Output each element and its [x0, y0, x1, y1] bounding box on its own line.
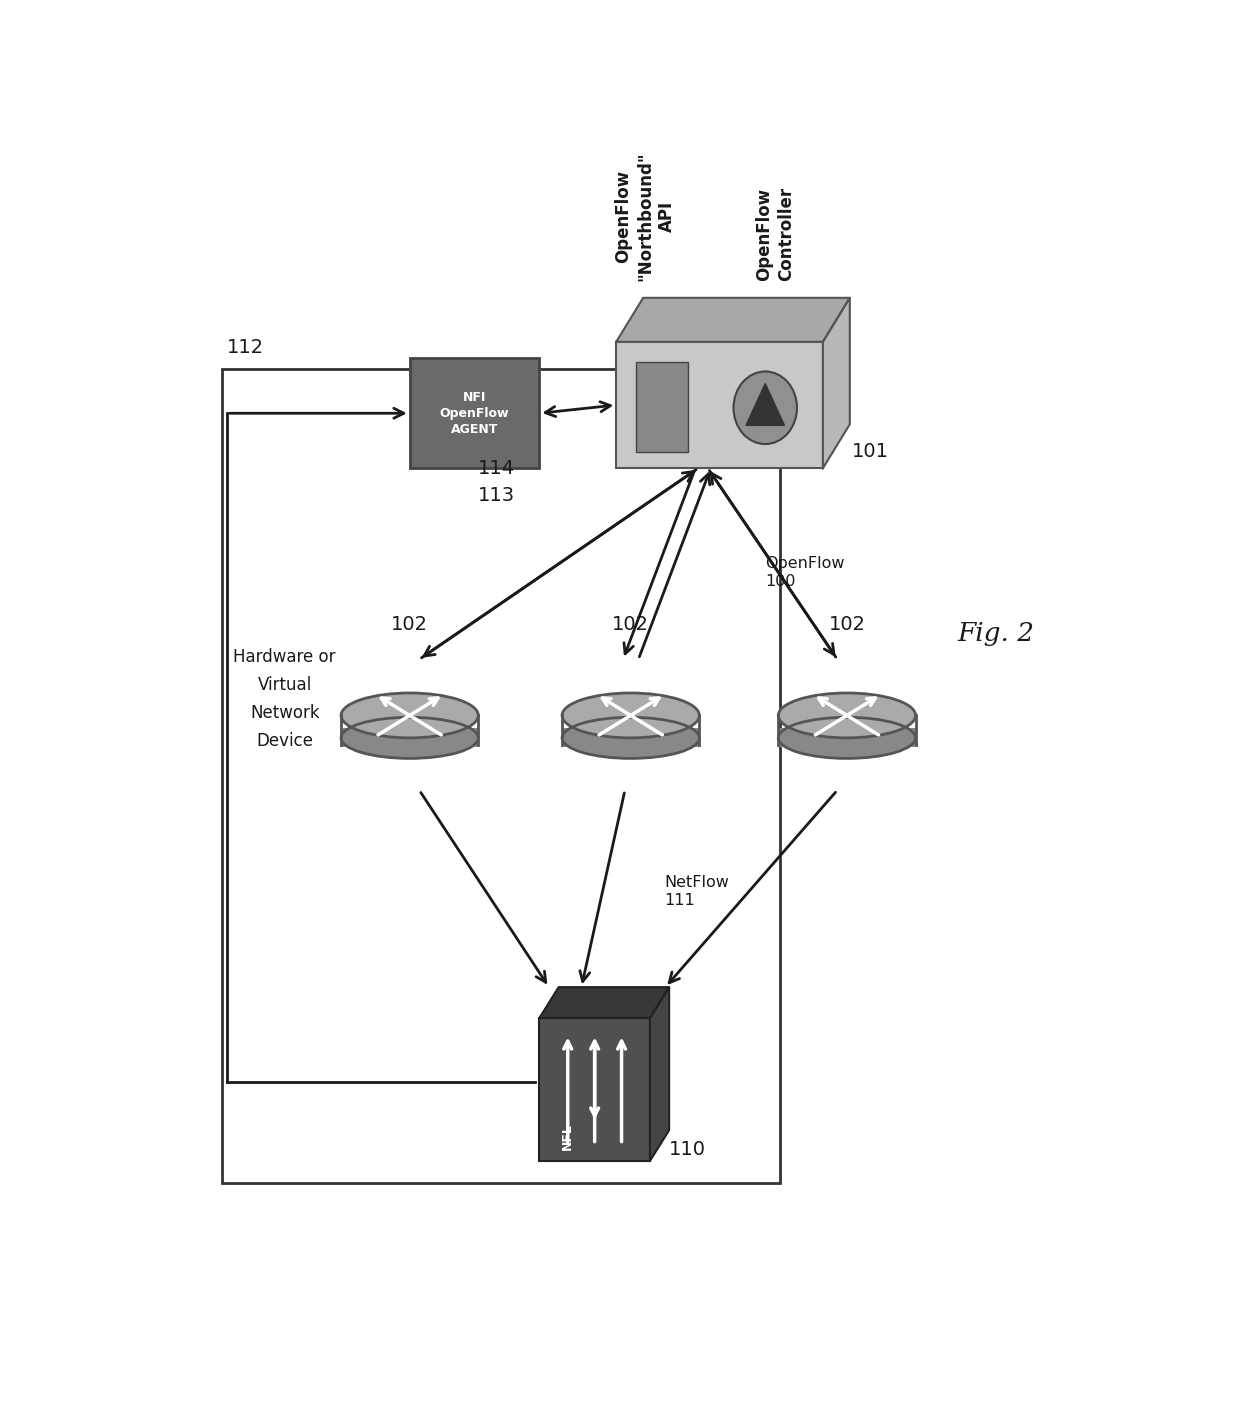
- FancyBboxPatch shape: [341, 728, 479, 747]
- Text: OpenFlow
Controller: OpenFlow Controller: [755, 187, 795, 281]
- Ellipse shape: [779, 693, 915, 738]
- FancyBboxPatch shape: [779, 728, 915, 747]
- Text: 102: 102: [828, 615, 866, 634]
- Text: NFI
OpenFlow
AGENT: NFI OpenFlow AGENT: [440, 391, 510, 436]
- Ellipse shape: [562, 693, 699, 738]
- Text: 102: 102: [391, 615, 428, 634]
- Ellipse shape: [341, 693, 479, 738]
- Circle shape: [734, 371, 797, 444]
- Polygon shape: [823, 298, 849, 468]
- Polygon shape: [650, 987, 670, 1161]
- Polygon shape: [746, 384, 785, 426]
- Bar: [616, 341, 823, 468]
- Polygon shape: [616, 298, 849, 341]
- Ellipse shape: [341, 717, 479, 758]
- Polygon shape: [539, 987, 670, 1018]
- Bar: [539, 1018, 650, 1161]
- Text: OpenFlow
100: OpenFlow 100: [765, 555, 844, 590]
- Text: 102: 102: [613, 615, 650, 634]
- Bar: [409, 358, 539, 468]
- Text: OpenFlow
"Northbound"
API: OpenFlow "Northbound" API: [614, 151, 676, 281]
- Text: 114: 114: [477, 458, 515, 478]
- Bar: [222, 370, 780, 1182]
- Text: 113: 113: [477, 486, 515, 506]
- Text: Fig. 2: Fig. 2: [957, 621, 1034, 645]
- Text: 110: 110: [670, 1141, 706, 1160]
- Text: 112: 112: [227, 338, 264, 357]
- Text: Hardware or
Virtual
Network
Device: Hardware or Virtual Network Device: [233, 648, 336, 750]
- Text: NetFlow
111: NetFlow 111: [665, 875, 729, 908]
- Bar: [635, 361, 688, 451]
- Text: NFL: NFL: [560, 1122, 574, 1150]
- FancyBboxPatch shape: [562, 728, 699, 747]
- Ellipse shape: [562, 717, 699, 758]
- Text: 101: 101: [852, 443, 889, 461]
- Ellipse shape: [779, 717, 915, 758]
